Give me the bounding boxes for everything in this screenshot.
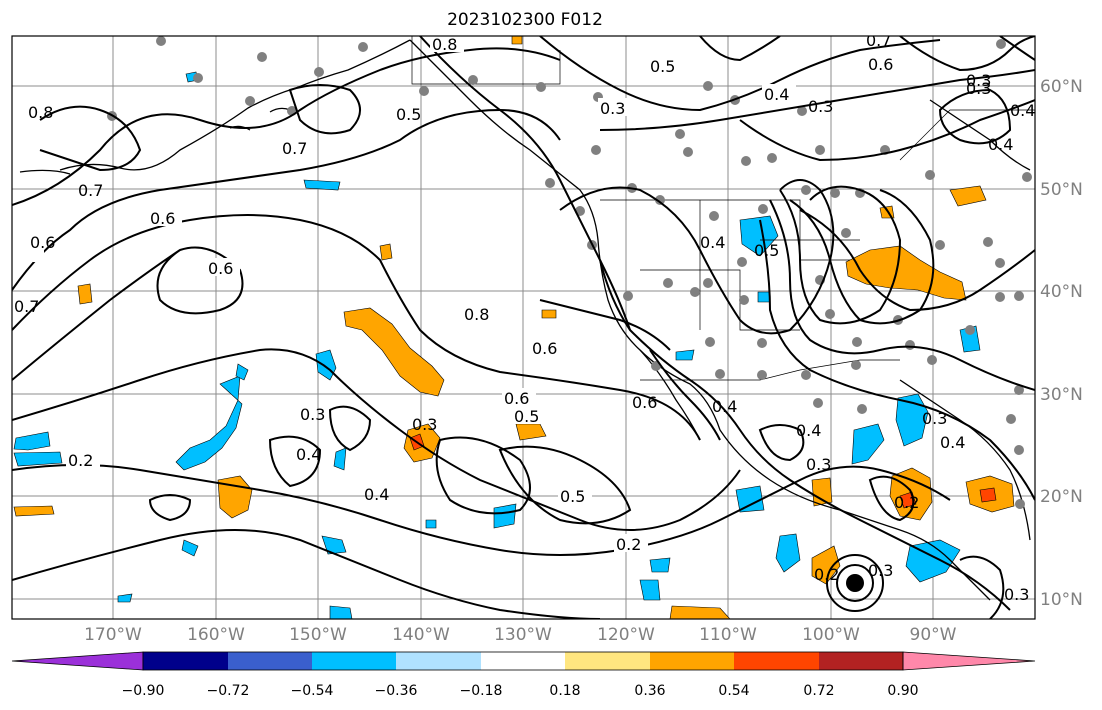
contour-label: 0.7 — [282, 139, 307, 158]
colorbar-tick: 0.90 — [887, 683, 918, 699]
contour-label: 0.4 — [296, 445, 321, 464]
contour-label: 0.4 — [988, 135, 1013, 154]
lat-tick-label: 60°N — [1040, 77, 1083, 97]
colorbar-bin — [396, 652, 481, 670]
contour-label: 0.2 — [894, 493, 919, 512]
lat-tick-label: 10°N — [1040, 590, 1083, 610]
colorbar-tick: 0.18 — [549, 683, 580, 699]
lon-tick-label: 150°W — [289, 625, 347, 645]
lon-tick-label: 160°W — [187, 625, 245, 645]
colorbar-over-arrow — [902, 651, 1036, 671]
contour-label: 0.3 — [806, 455, 831, 474]
lon-tick-label: 130°W — [494, 625, 552, 645]
contour-label: 0.3 — [966, 79, 991, 98]
contour-label: 0.6 — [532, 339, 557, 358]
contour-label: 0.7 — [14, 297, 39, 316]
colorbar-bin — [228, 652, 312, 670]
contour-label: 0.2 — [68, 451, 93, 470]
colorbar-tick: −0.54 — [291, 683, 334, 699]
colorbar-under-arrow — [11, 651, 144, 671]
map-frame — [11, 35, 1036, 620]
lat-tick-label: 40°N — [1040, 282, 1083, 302]
contour-label: 0.3 — [868, 561, 893, 580]
contour-label: 0.4 — [1010, 101, 1035, 120]
contour-label: 0.3 — [412, 415, 437, 434]
lat-tick-label: 50°N — [1040, 180, 1083, 200]
contour-lines — [12, 36, 1035, 619]
colorbar-tick: −0.90 — [122, 683, 165, 699]
contour-label: 0.4 — [940, 433, 965, 452]
contour-label: 0.3 — [600, 99, 625, 118]
contour-label: 0.6 — [632, 393, 657, 412]
lon-tick-label: 170°W — [84, 625, 142, 645]
contour-label: 0.8 — [432, 35, 457, 54]
contour-label: 0.4 — [764, 85, 789, 104]
contour-label: 0.2 — [616, 535, 641, 554]
contour-label: 0.6 — [208, 259, 233, 278]
contour-label: 0.3 — [1004, 585, 1029, 604]
contour-label: 0.7 — [78, 181, 103, 200]
contour-label: 0.4 — [364, 485, 389, 504]
colorbar-bin — [312, 652, 396, 670]
shaded-regions — [13, 36, 1015, 619]
colorbar-tick: 0.54 — [718, 683, 749, 699]
contour-label: 0.5 — [396, 105, 421, 124]
contour-label: 0.4 — [700, 233, 725, 252]
contour-label: 0.3 — [922, 409, 947, 428]
contour-label: 0.5 — [650, 57, 675, 76]
longitude-labels: 170°W 160°W 150°W 140°W 130°W 120°W 110°… — [84, 625, 957, 645]
contour-label: 0.3 — [966, 71, 991, 90]
contour-label: 0.3 — [300, 405, 325, 424]
lat-tick-label: 20°N — [1040, 487, 1083, 507]
colorbar-tick: −0.18 — [460, 683, 503, 699]
contour-label: 0.2 — [814, 565, 839, 584]
contour-label: 0.3 — [808, 97, 833, 116]
contour-label: 0.6 — [30, 233, 55, 252]
colorbar-tick: 0.72 — [803, 683, 834, 699]
colorbar-tick: 0.36 — [634, 683, 665, 699]
contour-label: 0.6 — [150, 209, 175, 228]
map-title: 2023102300 F012 — [447, 10, 603, 30]
graticule — [12, 36, 1035, 619]
contour-label: 0.7 — [866, 31, 891, 50]
colorbar: −0.90 −0.72 −0.54 −0.36 −0.18 0.18 0.36 … — [11, 651, 1036, 699]
colorbar-bin — [819, 652, 903, 670]
contour-label: 0.5 — [560, 487, 585, 506]
storm-center-marker — [846, 574, 864, 592]
colorbar-tick: −0.72 — [207, 683, 250, 699]
colorbar-bin — [650, 652, 734, 670]
contour-label: 0.6 — [868, 55, 893, 74]
contour-label: 0.4 — [712, 397, 737, 416]
contour-label: 0.4 — [796, 421, 821, 440]
latitude-labels: 60°N 50°N 40°N 30°N 20°N 10°N — [1040, 77, 1083, 610]
contour-label: 0.5 — [514, 407, 539, 426]
lon-tick-label: 140°W — [392, 625, 450, 645]
lon-tick-label: 110°W — [699, 625, 757, 645]
lat-tick-label: 30°N — [1040, 385, 1083, 405]
colorbar-bin — [565, 652, 650, 670]
lon-tick-label: 100°W — [802, 625, 860, 645]
contour-label: 0.6 — [504, 389, 529, 408]
lon-tick-label: 90°W — [910, 625, 957, 645]
lon-tick-label: 120°W — [597, 625, 655, 645]
contour-value-labels: 0.8 0.7 0.6 0.6 0.6 0.8 0.7 0.7 0.8 0.6 … — [14, 31, 1035, 604]
colorbar-bin — [481, 652, 565, 670]
contour-label: 0.5 — [754, 241, 779, 260]
colorbar-tick: −0.36 — [375, 683, 418, 699]
colorbar-bin — [143, 652, 228, 670]
contour-label: 0.8 — [28, 103, 53, 122]
contour-label: 0.8 — [464, 305, 489, 324]
colorbar-bin — [734, 652, 819, 670]
